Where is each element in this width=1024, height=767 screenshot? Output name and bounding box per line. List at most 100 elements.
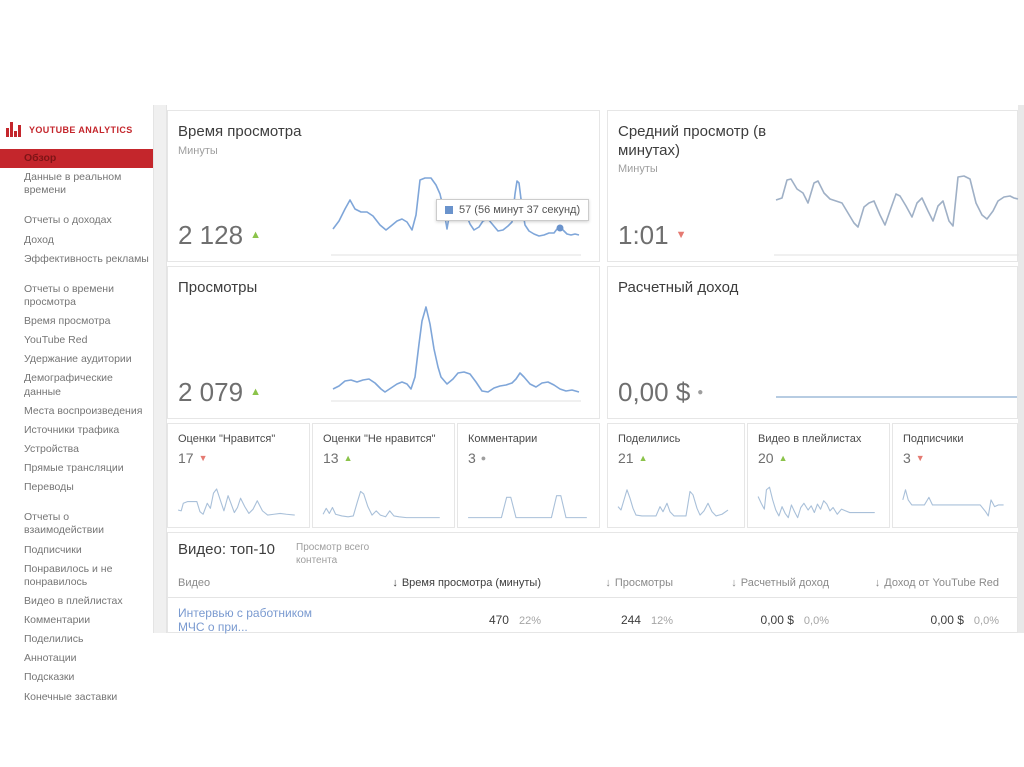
flat-trend-icon: ● xyxy=(480,452,487,463)
video-title-link[interactable]: Интервью с работником МЧС о при... xyxy=(178,606,313,634)
sidebar-item[interactable]: Время просмотра xyxy=(24,315,111,327)
sidebar-item[interactable]: Подсказки xyxy=(24,671,75,684)
revenue-chart[interactable] xyxy=(774,299,1019,404)
sidebar-item[interactable]: Данные в реальном времени xyxy=(24,171,122,197)
card-subtitle: Минуты xyxy=(178,145,218,157)
chart-tooltip: 57 (56 минут 37 секунд) xyxy=(436,199,590,221)
sidebar-item[interactable]: Отчеты о доходах xyxy=(24,214,112,227)
down-trend-icon: ▼ xyxy=(675,229,687,241)
sidebar-item[interactable]: Отчеты о взаимодействии xyxy=(24,511,105,537)
sidebar-item[interactable]: Поделились xyxy=(24,633,84,646)
top-videos-card: Видео: топ-10 Просмотр всего контента Ви… xyxy=(167,532,1018,634)
subscribers-sparkline[interactable] xyxy=(901,483,1009,521)
sidebar-item[interactable]: Обзор xyxy=(0,149,153,169)
sidebar-item[interactable]: Аннотации xyxy=(24,652,77,665)
tooltip-text: 57 (56 минут 37 секунд) xyxy=(459,204,581,216)
card-subtitle: Минуты xyxy=(618,163,658,175)
column-header-views[interactable]: ↓ Просмотры xyxy=(605,577,673,589)
sidebar-item[interactable]: Доход xyxy=(24,233,54,246)
playlists-card: Видео в плейлистах 20 ▲ xyxy=(747,423,890,528)
card-title: Оценки "Не нравится" xyxy=(323,433,436,445)
down-trend-icon: ▼ xyxy=(915,452,925,463)
metric-value: 13 xyxy=(323,450,339,466)
average-view-chart[interactable] xyxy=(774,163,1019,258)
down-trend-icon: ▼ xyxy=(198,452,208,463)
card-title: Просмотры xyxy=(178,279,258,296)
table-row: Интервью с работником МЧС о при... 470 22… xyxy=(168,606,1017,634)
sidebar-item[interactable]: Комментарии xyxy=(24,614,91,626)
metric-value: 20 xyxy=(758,450,774,466)
metric-value: 2 079 xyxy=(178,377,244,407)
card-title: Поделились xyxy=(618,433,681,445)
likes-card: Оценки "Нравится" 17 ▼ xyxy=(167,423,310,528)
up-trend-icon: ▲ xyxy=(638,452,648,463)
views-cell: 244 12% xyxy=(620,613,673,627)
sidebar-item[interactable]: Отчеты о времени просмотра xyxy=(24,282,114,308)
view-all-content-link[interactable]: Просмотр всего контента xyxy=(296,542,370,566)
dislikes-sparkline[interactable] xyxy=(321,483,446,521)
metric-value: 1:01 xyxy=(618,220,669,250)
average-view-card: Средний просмотр (в минутах) Минуты 1:01… xyxy=(607,110,1019,262)
sort-desc-icon: ↓ xyxy=(731,577,737,589)
shares-sparkline[interactable] xyxy=(616,483,736,521)
watch-time-card: Время просмотра Минуты 2 128 ▲ 57 (56 ми… xyxy=(167,110,600,262)
metric-value: 2 128 xyxy=(178,220,244,250)
card-title: Средний просмотр (в минутах) xyxy=(618,123,767,159)
revenue-cell: 0,00 $0,0% xyxy=(760,613,829,627)
playlists-sparkline[interactable] xyxy=(756,483,881,521)
sidebar-item[interactable]: Эффективность рекламы xyxy=(24,252,149,265)
metric-value: 17 xyxy=(178,450,194,466)
column-header-red-revenue[interactable]: ↓ Доход от YouTube Red xyxy=(874,577,999,589)
up-trend-icon: ▲ xyxy=(778,452,788,463)
sidebar-item[interactable]: Подписчики xyxy=(24,543,82,556)
card-title: Расчетный доход xyxy=(618,279,739,296)
hover-point xyxy=(556,224,564,232)
sidebar-item[interactable]: Демографические данные xyxy=(24,372,113,398)
sidebar-item[interactable]: Источники трафика xyxy=(24,423,120,436)
table-title: Видео: топ-10 xyxy=(178,541,276,558)
sort-desc-icon: ↓ xyxy=(605,577,611,589)
card-title: Время просмотра xyxy=(178,123,302,140)
column-header-video: Видео xyxy=(178,577,211,589)
sidebar-item[interactable]: Устройства xyxy=(24,442,79,455)
dislikes-card: Оценки "Не нравится" 13 ▲ xyxy=(312,423,455,528)
card-title: Оценки "Нравится" xyxy=(178,433,276,445)
up-trend-icon: ▲ xyxy=(250,386,261,398)
metric-value: 3 xyxy=(903,450,911,466)
card-title: Видео в плейлистах xyxy=(758,433,862,445)
views-card: Просмотры 2 079 ▲ xyxy=(167,266,600,419)
column-header-revenue[interactable]: ↓ Расчетный доход xyxy=(731,577,829,589)
legend-square-icon xyxy=(445,206,453,214)
card-title: Подписчики xyxy=(903,433,964,445)
flat-trend-icon: ● xyxy=(697,386,704,398)
sidebar: YOUTUBE ANALYTICS Обзор Данные в реальном… xyxy=(0,105,153,703)
logo[interactable]: YOUTUBE ANALYTICS xyxy=(0,105,153,149)
comments-sparkline[interactable] xyxy=(466,483,591,521)
sidebar-nav: Обзор Данные в реальном времени Отчеты о д… xyxy=(0,149,153,707)
sidebar-item[interactable]: Конечные заставки xyxy=(24,690,118,703)
bar-chart-icon xyxy=(6,122,21,137)
views-chart[interactable] xyxy=(330,299,582,404)
up-trend-icon: ▲ xyxy=(250,229,261,241)
likes-sparkline[interactable] xyxy=(176,483,301,521)
sidebar-item[interactable]: Удержание аудитории xyxy=(24,353,132,366)
watch-time-cell: 470 22% xyxy=(488,613,541,627)
sidebar-item[interactable]: YouTube Red xyxy=(24,334,88,347)
sidebar-item[interactable]: Видео в плейлистах xyxy=(24,594,123,607)
sort-desc-icon: ↓ xyxy=(392,577,398,589)
right-edge-strip xyxy=(1018,105,1024,633)
sort-desc-icon: ↓ xyxy=(874,577,881,589)
up-trend-icon: ▲ xyxy=(343,452,353,463)
card-title: Комментарии xyxy=(468,433,538,445)
sidebar-item[interactable]: Переводы xyxy=(24,481,74,494)
column-header-watch-time[interactable]: ↓ Время просмотра (минуты) xyxy=(392,577,541,589)
revenue-card: Расчетный доход 0,00 $ ● xyxy=(607,266,1018,419)
metric-value: 21 xyxy=(618,450,634,466)
sidebar-item[interactable]: Понравилось и не понравилось xyxy=(24,562,113,588)
sidebar-item[interactable]: Места воспроизведения xyxy=(24,404,143,417)
sidebar-content-divider xyxy=(153,105,167,633)
sidebar-item[interactable]: Прямые трансляции xyxy=(24,462,124,474)
subscribers-card: Подписчики 3 ▼ xyxy=(892,423,1018,528)
metric-value: 3 xyxy=(468,450,476,466)
